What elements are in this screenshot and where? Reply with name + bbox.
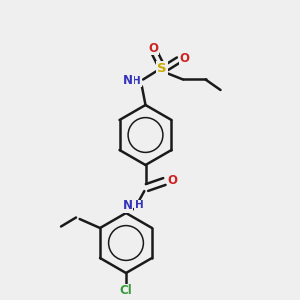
Text: O: O (179, 52, 190, 65)
Text: Cl: Cl (120, 284, 132, 298)
Text: S: S (157, 62, 167, 76)
Text: H: H (132, 76, 141, 86)
Text: O: O (167, 173, 178, 187)
Text: H: H (134, 200, 143, 211)
Text: N: N (123, 74, 133, 88)
Text: N: N (122, 199, 133, 212)
Text: O: O (148, 41, 158, 55)
